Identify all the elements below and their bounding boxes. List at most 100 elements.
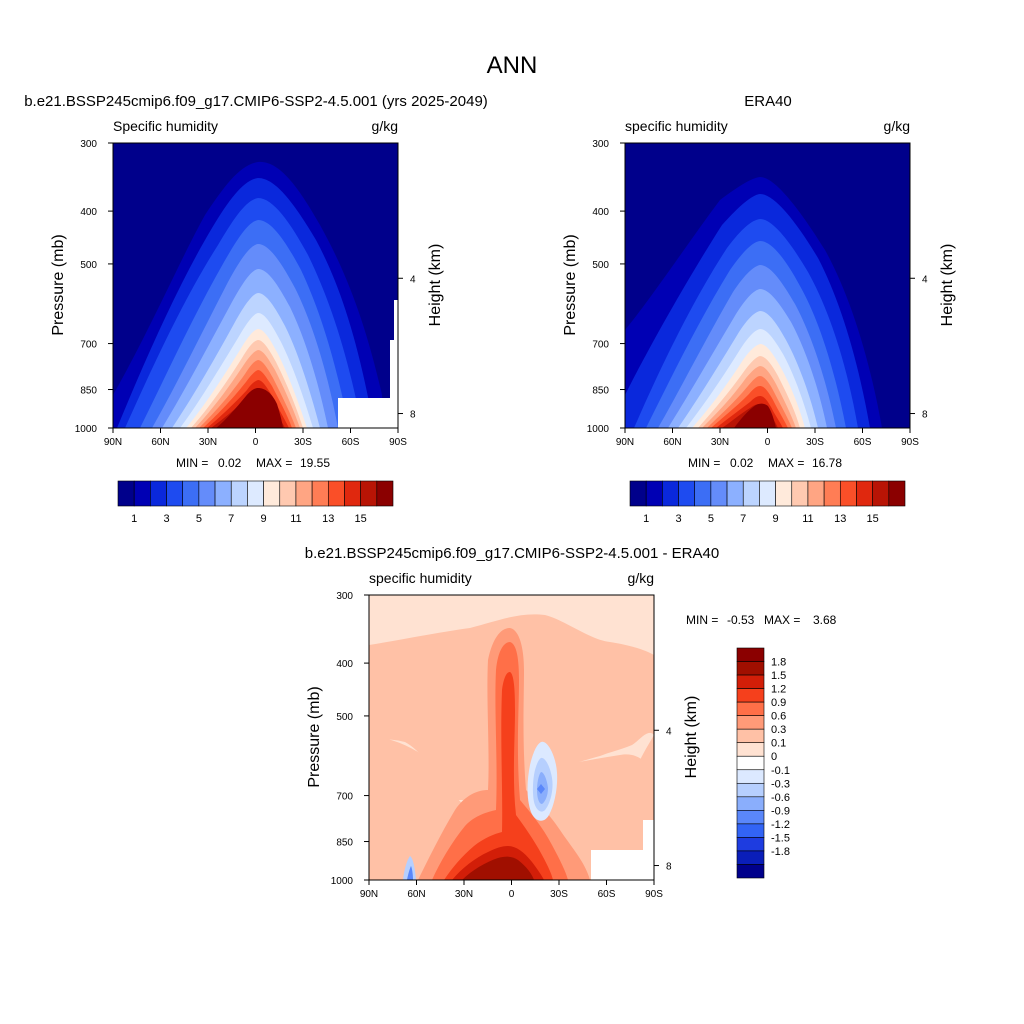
obs-ytick-label: 500 — [592, 260, 609, 271]
panel-diff-colorbar-box — [736, 728, 765, 744]
panel-diff-case-title: b.e21.BSSP245cmip6.f09_g17.CMIP6-SSP2-4.… — [305, 545, 719, 562]
diff-ytick-label: 700 — [336, 792, 353, 803]
obs-ytick-label: 700 — [592, 340, 609, 351]
model-colorbar-box — [230, 480, 248, 507]
panel-diff-colorbar-label: -0.3 — [771, 778, 790, 790]
model-colorbar-label: 7 — [228, 513, 234, 525]
obs-colorbar-box — [839, 480, 857, 507]
panel-diff-colorbar-box — [736, 782, 765, 798]
obs-colorbar-box — [888, 480, 906, 507]
model-colorbar-label: 3 — [163, 513, 169, 525]
panel-obs-units: g/kg — [884, 118, 910, 134]
panel-obs-field — [625, 143, 910, 428]
obs-colorbar-label: 3 — [675, 513, 681, 525]
model-colorbar-box — [360, 480, 378, 507]
model-colorbar-box — [376, 480, 394, 507]
panel-diff-colorbar-box — [736, 688, 765, 703]
obs-colorbar-box — [759, 480, 776, 507]
obs-ytick-label: 850 — [592, 386, 609, 397]
model-colorbar-label: 9 — [261, 513, 267, 525]
diff-ytick-label: 850 — [336, 838, 353, 849]
panel-diff-colorbar-box — [736, 864, 765, 879]
obs-colorbar-box — [726, 480, 744, 507]
panel-obs-max-label: MAX = — [768, 456, 804, 470]
obs-colorbar-label: 7 — [740, 513, 746, 525]
diff-xtick-label: 30N — [455, 889, 473, 900]
obs-colorbar-label: 13 — [834, 513, 846, 525]
obs-ytick-label: 300 — [592, 139, 609, 150]
obs-colorbar-box — [678, 480, 696, 507]
model-xtick-label: 30N — [199, 437, 217, 448]
model-colorbar-box — [263, 480, 281, 507]
diff-xtick-label: 90S — [645, 889, 663, 900]
panel-diff-colorbar-box — [736, 674, 765, 689]
obs-ytick-label: 400 — [592, 207, 609, 218]
panel-diff-colorbar-label: -1.5 — [771, 832, 790, 844]
panel-diff-colorbar-box — [736, 715, 765, 730]
panel-diff: b.e21.BSSP245cmip6.f09_g17.CMIP6-SSP2-4.… — [305, 545, 837, 900]
diff-ytick-right-label: 8 — [666, 862, 672, 873]
panel-diff-colorbar-box — [736, 755, 765, 771]
panel-obs-ylabel-right: Height (km) — [939, 244, 956, 327]
diff-xtick-label: 90N — [360, 889, 378, 900]
panel-diff-ylabel: Pressure (mb) — [306, 686, 323, 787]
panel-model-left-label: Specific humidity — [113, 118, 218, 134]
panel-diff-colorbar-label: -0.9 — [771, 805, 790, 817]
panel-model-field — [113, 143, 398, 429]
model-xtick-label: 0 — [253, 437, 259, 448]
model-colorbar-label: 15 — [355, 513, 367, 525]
model-ytick-label: 1000 — [75, 424, 98, 435]
model-ytick-label: 700 — [80, 340, 97, 351]
model-colorbar-box — [327, 480, 345, 507]
obs-colorbar-box — [629, 480, 647, 507]
model-colorbar-box — [279, 480, 297, 507]
diff-ytick-right-label: 4 — [666, 726, 672, 737]
model-xtick-label: 90S — [389, 437, 407, 448]
panel-diff-colorbar-box — [736, 661, 765, 676]
panel-diff-colorbar-label: 0.6 — [771, 711, 786, 723]
panel-obs-min-value: 0.02 — [730, 456, 754, 470]
model-colorbar-box — [344, 480, 361, 507]
panel-model-max-label: MAX = — [256, 456, 292, 470]
obs-ytick-right-label: 4 — [922, 274, 928, 285]
obs-colorbar-label: 11 — [802, 513, 813, 525]
obs-colorbar-label: 5 — [708, 513, 714, 525]
model-colorbar-box — [295, 480, 313, 507]
obs-colorbar-box — [742, 480, 760, 507]
obs-colorbar-box — [823, 480, 841, 507]
diff-xtick-label: 0 — [509, 889, 515, 900]
panel-diff-colorbar-label: 1.5 — [771, 670, 786, 682]
model-colorbar-box — [311, 480, 329, 507]
panel-diff-colorbar-label: 0.3 — [771, 724, 786, 736]
model-colorbar-box — [214, 480, 232, 507]
model-colorbar-label: 13 — [322, 513, 334, 525]
panel-model: b.e21.BSSP245cmip6.f09_g17.CMIP6-SSP2-4.… — [24, 93, 488, 525]
obs-colorbar-box — [791, 480, 809, 507]
panel-diff-colorbar-box — [736, 850, 765, 865]
obs-colorbar-box — [645, 480, 663, 507]
panel-diff-colorbar-box — [736, 823, 765, 838]
panel-model-max-value: 19.55 — [300, 456, 330, 470]
panel-diff-colorbar-box — [736, 810, 765, 825]
diff-xtick-label: 60S — [598, 889, 616, 900]
panel-model-ylabel-right: Height (km) — [427, 244, 444, 327]
panel-diff-colorbar-box — [736, 837, 765, 852]
obs-colorbar-box — [807, 480, 825, 507]
model-ytick-right-label: 8 — [410, 410, 416, 421]
obs-colorbar-box — [662, 480, 679, 507]
model-colorbar-label: 11 — [290, 513, 301, 525]
panel-diff-colorbar-box — [736, 647, 765, 662]
panel-diff-colorbar-label: -0.6 — [771, 792, 790, 804]
figure-title: ANN — [487, 52, 538, 79]
obs-ytick-right-label: 8 — [922, 410, 928, 421]
obs-colorbar-box — [872, 480, 890, 507]
panel-diff-max-label: MAX = — [764, 613, 800, 627]
diff-xtick-label: 30S — [550, 889, 568, 900]
diff-ytick-label: 400 — [336, 659, 353, 670]
panel-diff-colorbar-box — [736, 769, 765, 784]
obs-ytick-label: 1000 — [587, 424, 610, 435]
obs-colorbar-box — [710, 480, 728, 507]
obs-colorbar-box — [856, 480, 873, 507]
model-ytick-label: 500 — [80, 260, 97, 271]
panel-diff-max-value: 3.68 — [813, 613, 837, 627]
